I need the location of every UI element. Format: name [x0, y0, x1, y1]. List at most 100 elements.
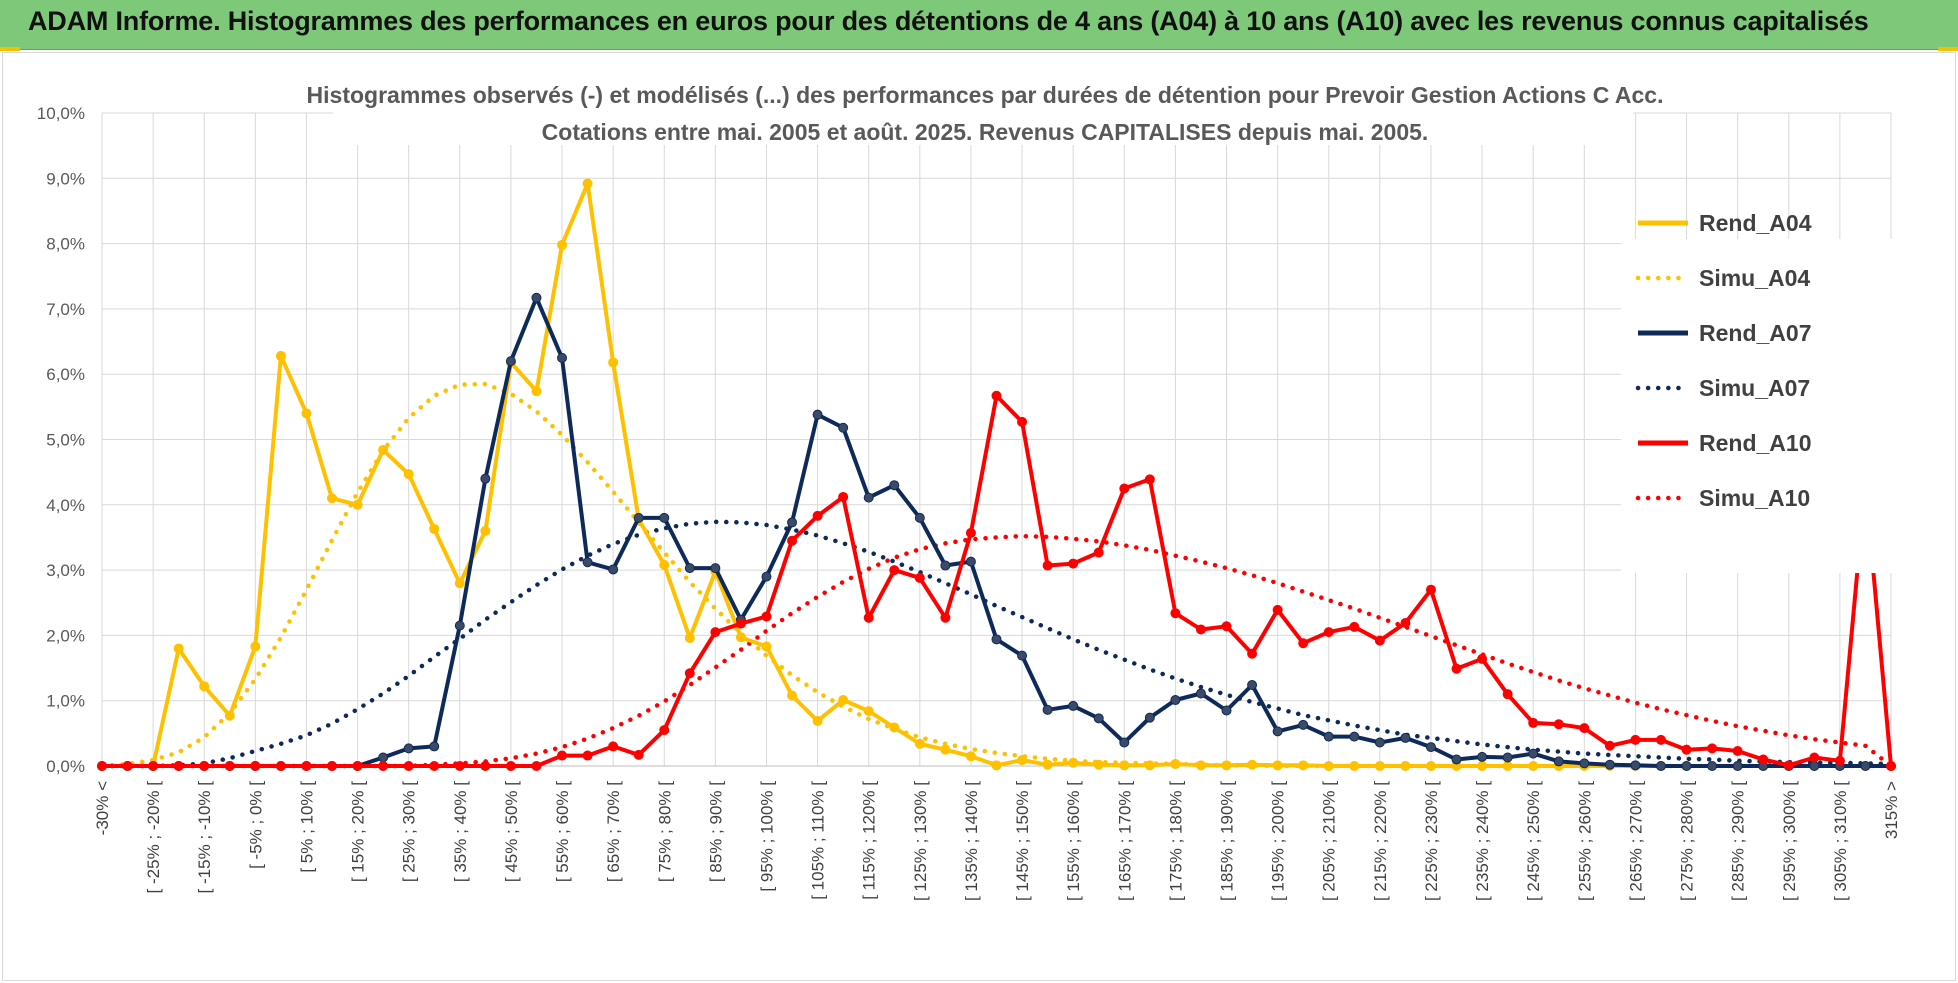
- x-tick-label: [ 205% ; 210% [: [1320, 781, 1339, 901]
- legend-label: Simu_A04: [1699, 265, 1810, 291]
- data-point-Rend_A10: [914, 572, 925, 583]
- data-point-Rend_A04: [301, 408, 312, 419]
- data-point-Rend_A04: [1144, 760, 1155, 771]
- data-point-Rend_A10: [1553, 719, 1564, 730]
- data-point-Rend_A07: [1349, 731, 1360, 742]
- data-point-Rend_A04: [863, 706, 874, 717]
- x-tick-label: [ 75% ; 80% [: [655, 781, 674, 882]
- data-point-Rend_A04: [1195, 760, 1206, 771]
- data-point-Rend_A07: [838, 422, 849, 433]
- data-point-Rend_A07: [889, 480, 900, 491]
- data-point-Rend_A10: [1195, 624, 1206, 635]
- data-point-Rend_A10: [812, 510, 823, 521]
- series-line-Simu_A04: [99, 381, 1894, 769]
- x-tick-label: [ 5% ; 10% [: [297, 781, 316, 873]
- data-point-Rend_A10: [1477, 653, 1488, 664]
- data-point-Rend_A04: [1272, 760, 1283, 771]
- x-tick-label: [ -15% ; -10% [: [195, 781, 214, 894]
- y-tick-label: 0,0%: [46, 757, 85, 776]
- data-point-Rend_A07: [940, 560, 951, 571]
- data-point-Rend_A10: [352, 761, 363, 771]
- data-point-Rend_A04: [480, 525, 491, 536]
- data-point-Rend_A10: [1783, 760, 1794, 771]
- data-point-Rend_A07: [914, 512, 925, 523]
- data-point-Rend_A04: [1374, 761, 1385, 771]
- data-point-Rend_A04: [1068, 757, 1079, 768]
- data-point-Rend_A10: [1323, 627, 1334, 638]
- data-point-Rend_A04: [224, 710, 235, 721]
- data-point-Rend_A10: [1655, 734, 1666, 745]
- data-point-Rend_A10: [1809, 752, 1820, 763]
- data-point-Rend_A07: [1400, 732, 1411, 743]
- data-point-Rend_A07: [1604, 759, 1615, 770]
- data-point-Rend_A07: [1144, 712, 1155, 723]
- x-tick-label: [ 195% ; 200% [: [1269, 781, 1288, 901]
- chart-subtitle: Cotations entre mai. 2005 et août. 2025.…: [542, 119, 1429, 145]
- data-point-Rend_A04: [250, 641, 261, 652]
- x-tick-label: [ 145% ; 150% [: [1013, 781, 1032, 901]
- data-point-Rend_A07: [1272, 726, 1283, 737]
- y-tick-label: 4,0%: [46, 496, 85, 515]
- data-point-Rend_A10: [1374, 635, 1385, 646]
- data-point-Rend_A10: [1758, 754, 1769, 765]
- legend-label: Simu_A10: [1699, 485, 1810, 511]
- data-point-Rend_A10: [1298, 638, 1309, 649]
- data-point-Rend_A10: [1451, 663, 1462, 674]
- x-tick-label: [ 15% ; 20% [: [349, 781, 368, 882]
- data-point-Rend_A10: [1170, 608, 1181, 619]
- x-tick-label: [ 115% ; 120% [: [860, 781, 879, 900]
- data-point-Rend_A10: [1119, 483, 1130, 494]
- data-point-Rend_A04: [940, 744, 951, 755]
- x-tick-label: -30% <: [93, 781, 112, 835]
- data-point-Rend_A04: [1502, 761, 1513, 771]
- data-point-Rend_A04: [1247, 759, 1258, 770]
- data-point-Rend_A07: [1374, 737, 1385, 748]
- data-point-Rend_A07: [1119, 737, 1130, 748]
- data-point-Rend_A10: [378, 761, 389, 771]
- data-point-Rend_A07: [1247, 680, 1258, 691]
- data-point-Rend_A04: [403, 469, 414, 480]
- legend: Rend_A04 Simu_A04 Rend_A07 Simu_A07 Rend_A10…: [1621, 210, 1913, 573]
- y-tick-label: 2,0%: [46, 626, 85, 645]
- y-tick-label: 5,0%: [46, 431, 85, 450]
- data-point-Rend_A10: [1144, 474, 1155, 485]
- legend-label: Simu_A07: [1699, 375, 1810, 401]
- data-point-Rend_A10: [224, 761, 235, 771]
- x-axis-ticks: -30% < [ -25% ; -20% [[ -15% ; -10% [[ -5…: [93, 781, 1901, 901]
- data-point-Rend_A07: [1323, 731, 1334, 742]
- data-point-Rend_A10: [965, 527, 976, 538]
- data-point-Rend_A07: [1017, 650, 1028, 661]
- data-point-Rend_A04: [735, 632, 746, 643]
- data-point-Rend_A04: [787, 690, 798, 701]
- data-point-Rend_A10: [1707, 743, 1718, 754]
- data-point-Rend_A04: [352, 499, 363, 510]
- x-tick-label: [ 105% ; 110% [: [809, 781, 828, 900]
- y-tick-label: 1,0%: [46, 692, 85, 711]
- data-point-Rend_A07: [1221, 705, 1232, 716]
- data-point-Rend_A07: [633, 512, 644, 523]
- data-point-Rend_A10: [122, 761, 133, 771]
- data-point-Rend_A04: [914, 738, 925, 749]
- y-tick-label: 9,0%: [46, 169, 85, 188]
- data-point-Rend_A07: [1732, 761, 1743, 771]
- data-point-Rend_A04: [531, 386, 542, 397]
- data-point-Rend_A07: [1425, 742, 1436, 753]
- y-tick-label: 3,0%: [46, 561, 85, 580]
- x-tick-label: [ 45% ; 50% [: [502, 781, 521, 882]
- data-point-Rend_A04: [1221, 760, 1232, 771]
- data-point-Rend_A10: [531, 761, 542, 771]
- x-tick-label: [ 165% ; 170% [: [1115, 781, 1134, 901]
- data-point-Rend_A04: [684, 633, 695, 644]
- data-point-Rend_A10: [403, 761, 414, 771]
- data-point-Rend_A10: [1247, 648, 1258, 659]
- x-tick-label: [ 275% ; 280% [: [1678, 781, 1697, 901]
- data-point-Rend_A10: [480, 761, 491, 771]
- chart-title: Histogrammes observés (-) et modélisés (…: [307, 82, 1664, 108]
- data-point-Rend_A04: [1323, 761, 1334, 771]
- x-tick-label: [ 285% ; 290% [: [1729, 781, 1748, 901]
- data-point-Rend_A07: [1298, 719, 1309, 730]
- report-header: ADAM Informe. Histogrammes des performan…: [0, 0, 1958, 51]
- data-point-Rend_A04: [991, 760, 1002, 771]
- data-point-Rend_A07: [1681, 761, 1692, 771]
- chart-frame: 0,0% 1,0% 2,0% 3,0% 4,0% 5,0% 6,0% 7,0% 8,0% 9,0%…: [2, 52, 1956, 981]
